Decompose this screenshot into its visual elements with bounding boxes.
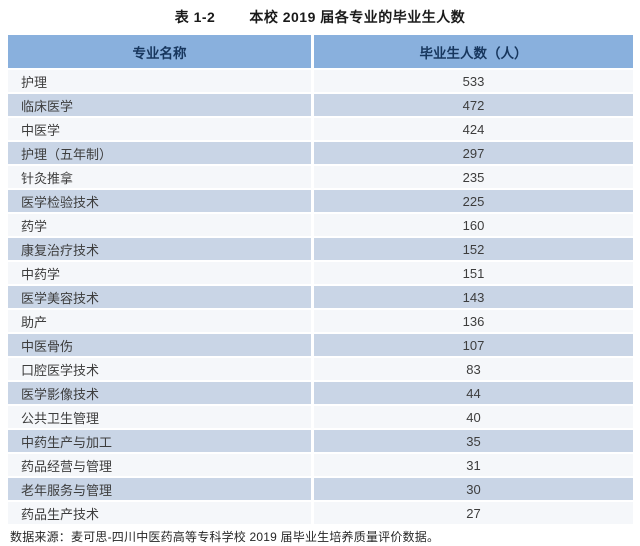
graduate-count-cell: 235	[462, 169, 485, 185]
major-name-cell: 药学	[8, 214, 314, 236]
table-caption: 表 1-2 本校 2019 届各专业的毕业生人数	[0, 7, 640, 27]
table-row: 医学美容技术 143	[8, 286, 633, 310]
table-row: 护理 533	[8, 70, 633, 94]
table-caption-title: 本校 2019 届各专业的毕业生人数	[249, 9, 466, 25]
graduate-count-cell: 107	[462, 337, 485, 353]
table-caption-number: 表 1-2	[174, 9, 216, 25]
table-row: 公共卫生管理 40	[8, 406, 633, 430]
major-name-cell: 公共卫生管理	[8, 406, 314, 428]
major-name-cell: 中医骨伤	[8, 334, 314, 356]
major-name-cell: 医学检验技术	[8, 190, 314, 212]
table-row: 医学检验技术 225	[8, 190, 633, 214]
table-row: 口腔医学技术 83	[8, 358, 633, 382]
graduate-count-cell: 35	[466, 433, 481, 449]
graduate-count-cell: 31	[466, 457, 481, 473]
graduate-count-cell: 40	[466, 409, 481, 425]
major-name-cell: 中药学	[8, 262, 314, 284]
table-row: 药学 160	[8, 214, 633, 238]
table-row: 药品经营与管理 31	[8, 454, 633, 478]
major-name-cell: 中医学	[8, 118, 314, 140]
graduate-count-cell: 44	[466, 385, 481, 401]
graduate-count-cell: 533	[462, 73, 485, 89]
data-source-note: 数据来源：麦可思-四川中医药高等专科学校 2019 届毕业生培养质量评价数据。	[10, 530, 440, 544]
major-name-cell: 药品经营与管理	[8, 454, 314, 476]
major-name-cell: 针灸推拿	[8, 166, 314, 188]
major-name-cell: 康复治疗技术	[8, 238, 314, 260]
major-name-cell: 助产	[8, 310, 314, 332]
table-row: 护理（五年制） 297	[8, 142, 633, 166]
table-row: 临床医学 472	[8, 94, 633, 118]
graduate-count-cell: 297	[462, 145, 485, 161]
graduates-table: 专业名称 毕业生人数（人） 护理 533 临床医学 472 中医学 424 护理（五年制） 2…	[8, 35, 633, 526]
major-name-cell: 老年服务与管理	[8, 478, 314, 500]
table-row: 中药学 151	[8, 262, 633, 286]
table-body: 护理 533 临床医学 472 中医学 424 护理（五年制） 297 针灸推拿 235 医学检验技…	[8, 70, 633, 526]
major-name-cell: 中药生产与加工	[8, 430, 314, 452]
graduate-count-cell: 424	[462, 121, 485, 137]
table-row: 中医学 424	[8, 118, 633, 142]
table-row: 医学影像技术 44	[8, 382, 633, 406]
column-header-count: 毕业生人数（人）	[419, 45, 528, 61]
graduate-count-cell: 160	[462, 217, 485, 233]
major-name-cell: 药品生产技术	[8, 502, 314, 524]
major-name-cell: 临床医学	[8, 94, 314, 116]
graduate-count-cell: 143	[462, 289, 485, 305]
table-row: 助产 136	[8, 310, 633, 334]
column-header-major: 专业名称	[8, 35, 314, 68]
major-name-cell: 口腔医学技术	[8, 358, 314, 380]
major-name-cell: 医学影像技术	[8, 382, 314, 404]
graduate-count-cell: 472	[462, 97, 485, 113]
table-row: 康复治疗技术 152	[8, 238, 633, 262]
table-header-row: 专业名称 毕业生人数（人）	[8, 35, 633, 70]
graduate-count-cell: 27	[466, 505, 481, 521]
table-row: 药品生产技术 27	[8, 502, 633, 526]
major-name-cell: 护理	[8, 70, 314, 92]
table-row: 老年服务与管理 30	[8, 478, 633, 502]
major-name-cell: 医学美容技术	[8, 286, 314, 308]
graduate-count-cell: 151	[462, 265, 485, 281]
table-row: 针灸推拿 235	[8, 166, 633, 190]
graduate-count-cell: 225	[462, 193, 485, 209]
graduate-count-cell: 30	[466, 481, 481, 497]
graduate-count-cell: 136	[462, 313, 485, 329]
table-row: 中药生产与加工 35	[8, 430, 633, 454]
graduate-count-cell: 83	[466, 361, 481, 377]
graduate-count-cell: 152	[462, 241, 485, 257]
table-row: 中医骨伤 107	[8, 334, 633, 358]
major-name-cell: 护理（五年制）	[8, 142, 314, 164]
